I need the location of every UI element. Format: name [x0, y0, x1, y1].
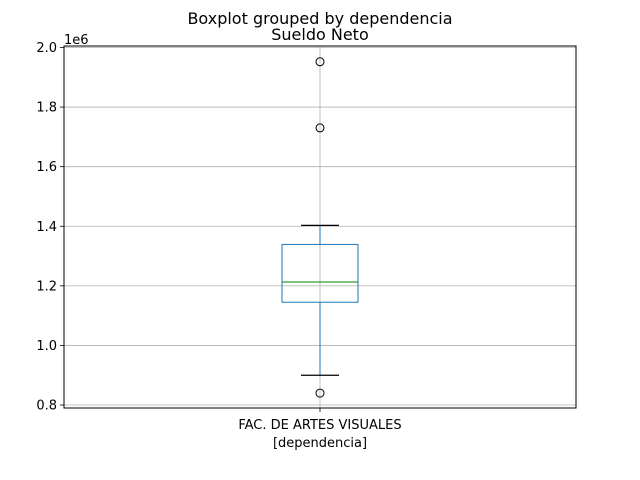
y-axis-ticks: 0.8 1.0 1.2 1.4 1.6 1.8 2.0 — [36, 41, 64, 414]
y-offset-label: 1e6 — [64, 33, 89, 48]
box-layer — [281, 57, 359, 398]
y-tick-label: 1.0 — [36, 339, 57, 354]
y-tick-label: 0.8 — [36, 399, 57, 414]
outlier-point — [315, 57, 325, 67]
outlier-point — [315, 388, 325, 398]
y-tick-label: 2.0 — [36, 41, 57, 56]
x-axis-ticks: FAC. DE ARTES VISUALES — [238, 408, 402, 433]
y-tick-label: 1.4 — [36, 220, 57, 235]
chart-suptitle: Boxplot grouped by dependencia — [187, 9, 452, 28]
y-tick-label: 1.8 — [36, 101, 57, 116]
y-tick-label: 1.2 — [36, 279, 57, 294]
y-tick-label: 1.6 — [36, 160, 57, 175]
x-axis-label: [dependencia] — [273, 436, 367, 451]
iqr-box — [281, 243, 359, 303]
outlier-point — [315, 123, 325, 133]
chart-title: Sueldo Neto — [271, 25, 369, 44]
x-tick-label: FAC. DE ARTES VISUALES — [238, 418, 401, 433]
axes-frame — [63, 45, 577, 409]
